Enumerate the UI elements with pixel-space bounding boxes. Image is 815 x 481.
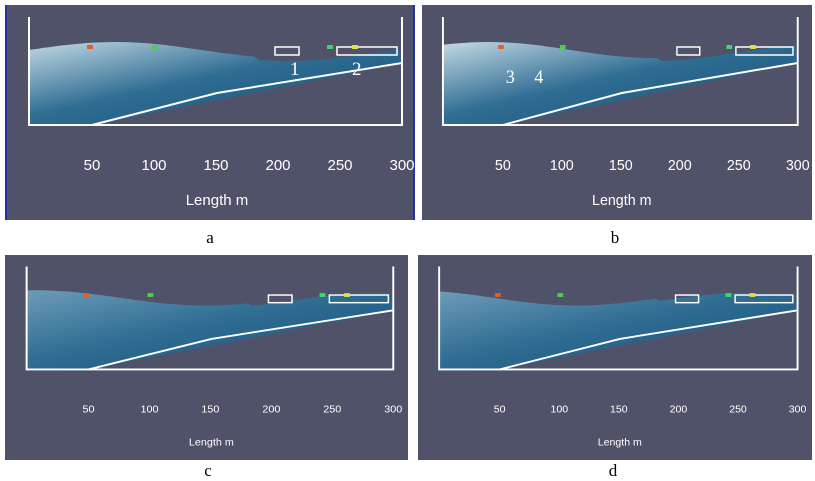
axis-label: Length m [186, 192, 249, 209]
x-tick-label: 300 [389, 157, 414, 174]
gauge [750, 45, 756, 49]
simulation: 3 4 50 100 150 200 250 300 Length m [441, 17, 810, 209]
x-tick-label: 200 [262, 403, 280, 415]
gauge [87, 45, 93, 49]
x-tick-label: 200 [670, 403, 688, 415]
gauge [83, 293, 90, 297]
marker-label: 3 [506, 67, 515, 89]
gauge [559, 45, 566, 49]
gauge [498, 45, 504, 49]
seabed [502, 62, 798, 126]
seabed [88, 309, 394, 371]
x-tick-label: 150 [609, 158, 633, 174]
gauge [725, 293, 732, 297]
x-tick-label: 250 [729, 403, 747, 415]
structure [267, 294, 293, 304]
x-tick-label: 250 [727, 158, 751, 174]
marker-label: 4 [534, 67, 543, 89]
caption: c [204, 461, 212, 480]
caption: a [206, 228, 214, 247]
axis-label: Length m [189, 437, 234, 449]
x-tick-label: 250 [327, 157, 352, 174]
x-tick-label: 300 [789, 403, 807, 415]
caption: d [608, 461, 618, 480]
tank [438, 266, 799, 371]
x-tick-label: 50 [494, 403, 506, 415]
x-tick-label: 200 [265, 157, 290, 174]
gauge [726, 45, 733, 49]
water [29, 42, 402, 125]
x-tick-label: 100 [550, 403, 568, 415]
structure [676, 46, 701, 56]
seabed [499, 309, 798, 371]
x-tick-label: 100 [141, 157, 166, 174]
panel: 50 100 150 200 250 300 Length m [418, 255, 812, 460]
marker-label: 1 [290, 59, 300, 80]
panel: 50 100 150 200 250 300 Length m [5, 255, 408, 460]
structure [274, 46, 300, 56]
x-tick-label: 50 [84, 157, 101, 174]
tank [441, 17, 799, 126]
structure [674, 294, 700, 304]
gauge [749, 293, 756, 297]
x-tick-label: 50 [495, 158, 511, 174]
structure [734, 294, 794, 304]
x-tick-label: 300 [384, 403, 402, 415]
simulation: 50 100 150 200 250 300 Length m [438, 266, 807, 449]
marker-label: 2 [352, 59, 362, 80]
water [26, 290, 394, 370]
gauge [327, 45, 333, 49]
axis-label: Length m [598, 437, 642, 449]
gauge [344, 293, 351, 297]
x-tick-label: 100 [550, 158, 574, 174]
gauge [152, 45, 158, 49]
gauge [319, 293, 326, 297]
seabed [91, 62, 403, 126]
x-tick-label: 100 [140, 403, 158, 415]
gauge [352, 45, 358, 49]
x-tick-label: 150 [203, 157, 228, 174]
x-tick-label: 200 [668, 158, 692, 174]
tank [28, 17, 403, 126]
caption: b [610, 228, 620, 247]
structure [336, 46, 398, 56]
panel: 1 2 50 100 150 200 250 300 Length m [5, 5, 415, 220]
axis-label: Length m [592, 193, 651, 209]
gauge [557, 293, 564, 297]
tank [25, 266, 395, 371]
water [439, 291, 798, 370]
x-tick-label: 250 [323, 403, 341, 415]
water [442, 42, 798, 125]
x-tick-label: 150 [610, 403, 628, 415]
x-tick-label: 300 [786, 158, 810, 174]
panel: 3 4 50 100 150 200 250 300 Length m [422, 5, 812, 220]
simulation: 50 100 150 200 250 300 Length m [25, 266, 402, 449]
x-tick-label: 50 [83, 403, 95, 415]
gauge [147, 293, 154, 297]
structure [328, 294, 390, 304]
structure [735, 46, 794, 56]
x-tick-label: 150 [201, 403, 219, 415]
gauge [494, 293, 501, 297]
